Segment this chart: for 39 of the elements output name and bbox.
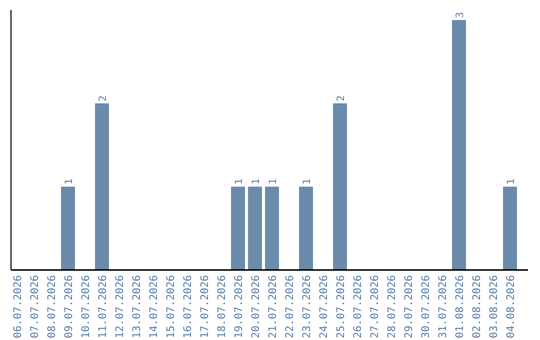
data-label: 1 <box>234 178 245 185</box>
data-label: 1 <box>506 178 517 185</box>
x-tick-label: 01.08.2026 <box>454 275 466 338</box>
x-tick-label: 04.08.2026 <box>505 275 517 338</box>
x-tick-label: 03.08.2026 <box>488 275 500 338</box>
x-tick-label: 14.07.2026 <box>148 275 160 338</box>
x-tick-label: 17.07.2026 <box>199 275 211 338</box>
x-tick-label: 02.08.2026 <box>471 275 483 338</box>
x-tick-label: 16.07.2026 <box>182 275 194 338</box>
x-tick-label: 22.07.2026 <box>284 275 296 338</box>
x-tick-label: 31.07.2026 <box>437 275 449 338</box>
x-tick-label: 07.07.2026 <box>29 275 41 338</box>
x-tick-label: 21.07.2026 <box>267 275 279 338</box>
x-tick-label: 23.07.2026 <box>301 275 313 338</box>
data-label: 1 <box>302 178 313 185</box>
x-tick-label: 29.07.2026 <box>403 275 415 338</box>
x-tick-label: 10.07.2026 <box>80 275 92 338</box>
data-label: 2 <box>98 95 109 102</box>
x-tick-label: 24.07.2026 <box>318 275 330 338</box>
x-tick-label: 19.07.2026 <box>233 275 245 338</box>
x-tick-label: 18.07.2026 <box>216 275 228 338</box>
x-tick-label: 09.07.2026 <box>63 275 75 338</box>
data-label: 1 <box>64 178 75 185</box>
x-tick-label: 06.07.2026 <box>12 275 24 338</box>
x-tick-label: 11.07.2026 <box>97 275 109 338</box>
x-tick-label: 20.07.2026 <box>250 275 262 338</box>
x-tick-label: 13.07.2026 <box>131 275 143 338</box>
data-label: 1 <box>251 178 262 185</box>
x-tick-label: 27.07.2026 <box>369 275 381 338</box>
data-label: 2 <box>336 95 347 102</box>
x-tick-label: 15.07.2026 <box>165 275 177 338</box>
x-tick-label: 12.07.2026 <box>114 275 126 338</box>
data-label: 3 <box>455 12 466 18</box>
x-tick-label: 30.07.2026 <box>420 275 432 338</box>
x-tick-label: 26.07.2026 <box>352 275 364 338</box>
x-tick-label: 28.07.2026 <box>386 275 398 338</box>
x-tick-label: 25.07.2026 <box>335 275 347 338</box>
x-tick-label: 08.07.2026 <box>46 275 58 338</box>
data-label: 1 <box>268 178 279 185</box>
